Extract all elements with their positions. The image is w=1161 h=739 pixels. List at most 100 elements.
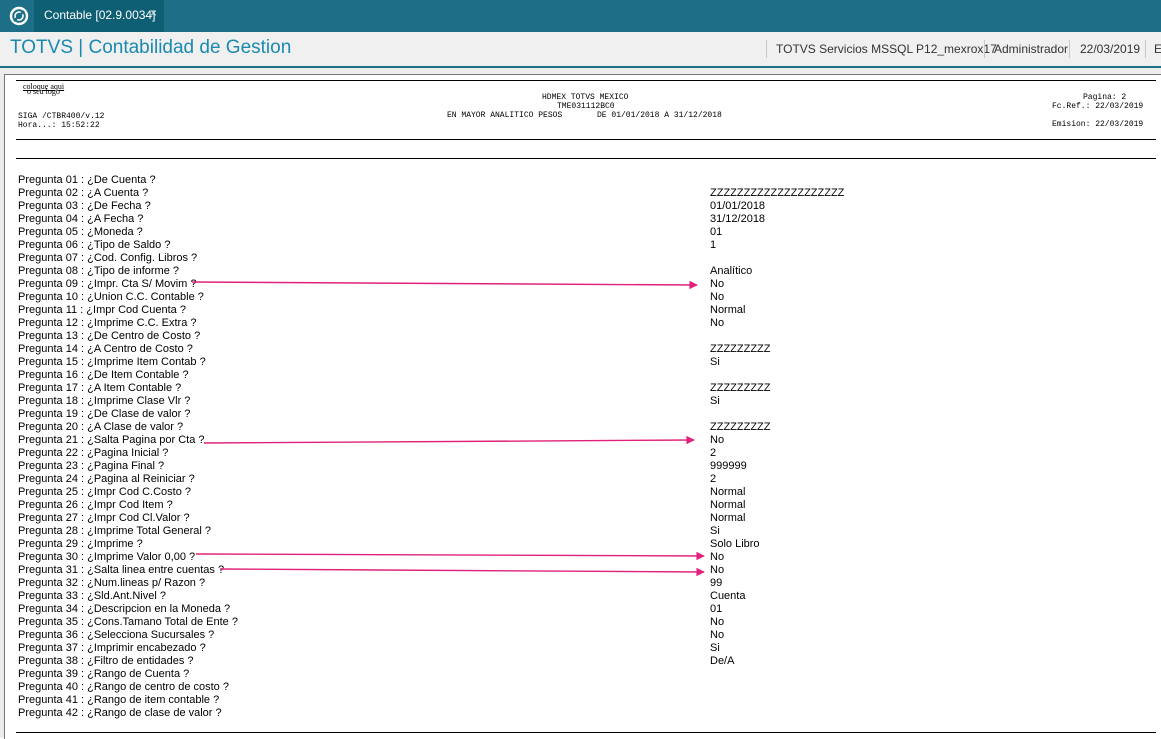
question-value: De/A xyxy=(710,655,735,667)
question-value: Si xyxy=(710,642,720,654)
question-label: Pregunta 40 : ¿Rango de centro de costo … xyxy=(18,681,229,693)
question-label: Pregunta 09 : ¿Impr. Cta S/ Movim ? xyxy=(18,278,197,290)
question-label: Pregunta 34 : ¿Descripcion en la Moneda … xyxy=(18,603,231,615)
question-label: Pregunta 35 : ¿Cons.Tamano Total de Ente… xyxy=(18,616,238,628)
question-value: 2 xyxy=(710,473,717,485)
header-rule-2 xyxy=(16,158,1156,159)
question-value: 999999 xyxy=(710,460,747,472)
question-label: Pregunta 13 : ¿De Centro de Costo ? xyxy=(18,330,201,342)
question-value: Si xyxy=(710,525,720,537)
header-divider xyxy=(1069,40,1070,58)
question-value: 01 xyxy=(710,226,723,238)
question-label: Pregunta 39 : ¿Rango de Cuenta ? xyxy=(18,668,190,680)
question-label: Pregunta 20 : ¿A Clase de valor ? xyxy=(18,421,184,433)
app-title: TOTVS | Contabilidad de Gestion xyxy=(10,37,292,58)
question-label: Pregunta 12 : ¿Imprime C.C. Extra ? xyxy=(18,317,197,329)
annotation-arrow xyxy=(219,567,705,577)
tab-contable[interactable]: Contable [02.9.0034] × xyxy=(34,0,164,32)
question-value: No xyxy=(710,616,725,628)
question-label: Pregunta 03 : ¿De Fecha ? xyxy=(18,200,151,212)
question-label: Pregunta 41 : ¿Rango de item contable ? xyxy=(18,694,220,706)
page-number: Pagina: 2 xyxy=(1083,93,1127,102)
question-value: 31/12/2018 xyxy=(710,213,766,225)
question-value: No xyxy=(710,551,725,563)
header-divider xyxy=(1145,40,1146,58)
question-label: Pregunta 02 : ¿A Cuenta ? xyxy=(18,187,149,199)
user-name[interactable]: Administrador xyxy=(994,42,1069,56)
question-value: 99 xyxy=(710,577,723,589)
emission-date: Emision: 22/03/2019 xyxy=(1052,120,1144,129)
question-value: No xyxy=(710,434,725,446)
question-label: Pregunta 24 : ¿Pagina al Reiniciar ? xyxy=(18,473,195,485)
question-value: 01/01/2018 xyxy=(710,200,766,212)
question-label: Pregunta 17 : ¿A Item Contable ? xyxy=(18,382,182,394)
question-value: No xyxy=(710,317,725,329)
logo-placeholder-line1: coloque aqui xyxy=(23,82,65,91)
question-label: Pregunta 31 : ¿Salta linea entre cuentas… xyxy=(18,564,225,576)
top-rule xyxy=(16,80,1156,81)
question-label: Pregunta 42 : ¿Rango de clase de valor ? xyxy=(18,707,222,719)
question-value: Solo Libro xyxy=(710,538,760,550)
question-value: 01 xyxy=(710,603,723,615)
program-id: SIGA /CTBR400/v.12 xyxy=(18,112,105,121)
totvs-logo-icon[interactable] xyxy=(9,6,29,26)
question-value: ZZZZZZZZZ xyxy=(710,382,771,394)
question-label: Pregunta 04 : ¿A Fecha ? xyxy=(18,213,144,225)
question-label: Pregunta 26 : ¿Impr Cod Item ? xyxy=(18,499,173,511)
header-overflow[interactable]: E xyxy=(1154,42,1161,56)
report-viewer[interactable]: coloque aqui o seu logo HDMEX TOTVS MEXI… xyxy=(0,68,1161,739)
close-icon[interactable]: × xyxy=(150,6,158,20)
question-value: 2 xyxy=(710,447,717,459)
question-value: Cuenta xyxy=(710,590,746,602)
question-value: No xyxy=(710,278,725,290)
company-name: HDMEX TOTVS MEXICO xyxy=(542,93,629,102)
question-label: Pregunta 11 : ¿Impr Cod Cuenta ? xyxy=(18,304,186,316)
question-label: Pregunta 16 : ¿De Item Contable ? xyxy=(18,369,189,381)
question-label: Pregunta 15 : ¿Imprime Item Contab ? xyxy=(18,356,206,368)
annotation-arrow xyxy=(195,551,705,561)
question-label: Pregunta 19 : ¿De Clase de valor ? xyxy=(18,408,191,420)
question-label: Pregunta 29 : ¿Imprime ? xyxy=(18,538,143,550)
question-label: Pregunta 07 : ¿Cod. Config. Libros ? xyxy=(18,252,198,264)
annotation-arrow xyxy=(191,280,698,290)
question-value: ZZZZZZZZZZZZZZZZZZZZ xyxy=(710,187,845,199)
logo-placeholder-line2: o seu logo xyxy=(27,87,60,96)
question-label: Pregunta 36 : ¿Selecciona Sucursales ? xyxy=(18,629,215,641)
annotation-arrow xyxy=(203,435,695,445)
question-value: No xyxy=(710,629,725,641)
question-value: Normal xyxy=(710,304,746,316)
reference-date: Fc.Ref.: 22/03/2019 xyxy=(1052,102,1144,111)
header-divider xyxy=(766,40,767,58)
question-label: Pregunta 38 : ¿Filtro de entidades ? xyxy=(18,655,194,667)
question-label: Pregunta 05 : ¿Moneda ? xyxy=(18,226,143,238)
question-label: Pregunta 23 : ¿Pagina Final ? xyxy=(18,460,165,472)
question-value: Normal xyxy=(710,486,746,498)
question-value: No xyxy=(710,564,725,576)
question-value: No xyxy=(710,291,725,303)
question-label: Pregunta 33 : ¿Sld.Ant.Nivel ? xyxy=(18,590,166,602)
question-value: Normal xyxy=(710,499,746,511)
report-page: coloque aqui o seu logo HDMEX TOTVS MEXI… xyxy=(4,74,1161,739)
header-divider xyxy=(984,40,985,58)
company-code: TME031112BC0 xyxy=(557,102,615,111)
question-value: 1 xyxy=(710,239,717,251)
question-value: Si xyxy=(710,356,720,368)
question-label: Pregunta 27 : ¿Impr Cod Cl.Valor ? xyxy=(18,512,190,524)
question-label: Pregunta 01 : ¿De Cuenta ? xyxy=(18,174,156,186)
question-value: Si xyxy=(710,395,720,407)
tab-bar: Contable [02.9.0034] × xyxy=(0,0,1161,32)
question-label: Pregunta 18 : ¿Imprime Clase Vlr ? xyxy=(18,395,191,407)
server-info[interactable]: TOTVS Servicios MSSQL P12_mexrox17 xyxy=(776,42,997,56)
question-label: Pregunta 25 : ¿Impr Cod C.Costo ? xyxy=(18,486,192,498)
question-value: Normal xyxy=(710,512,746,524)
question-value: Analítico xyxy=(710,265,753,277)
report-period: DE 01/01/2018 A 31/12/2018 xyxy=(597,111,722,120)
question-label: Pregunta 30 : ¿Imprime Valor 0,00 ? xyxy=(18,551,196,563)
question-label: Pregunta 21 : ¿Salta Pagina por Cta ? xyxy=(18,434,205,446)
report-time: Hora...: 15:52:22 xyxy=(18,121,100,130)
header-rule xyxy=(16,139,1156,140)
tab-label: Contable [02.9.0034] xyxy=(44,8,156,22)
header-date[interactable]: 22/03/2019 xyxy=(1080,42,1141,56)
question-value: ZZZZZZZZZ xyxy=(710,343,771,355)
